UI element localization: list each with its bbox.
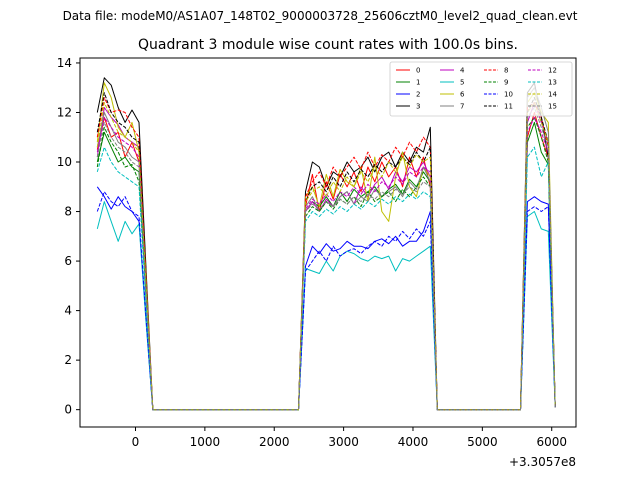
legend-label-5: 5 [460,79,464,87]
x-tick-label: 1000 [190,435,221,449]
series-line-11 [96,92,556,411]
legend-label-7: 7 [460,103,464,111]
legend-label-14: 14 [548,91,557,99]
y-tick-label: 8 [64,205,72,219]
plot-frame [79,57,577,428]
y-tick-label: 6 [64,254,72,268]
legend-label-2: 2 [416,91,420,99]
y-tick-label: 4 [64,304,72,318]
y-tick-label: 12 [57,105,72,119]
legend-label-10: 10 [504,91,513,99]
x-tick-label: 2000 [259,435,290,449]
figure-suptitle: Data file: modeM0/AS1A07_148T02_90000037… [63,9,578,23]
x-offset-label: +3.3057e8 [509,455,576,469]
legend-label-8: 8 [504,67,508,75]
y-tick-label: 0 [64,403,72,417]
legend-label-1: 1 [416,79,420,87]
x-tick-label: 5000 [467,435,498,449]
legend-label-6: 6 [460,91,465,99]
x-tick-label: 4000 [398,435,429,449]
series-layer [96,77,556,411]
legend-label-9: 9 [504,79,508,87]
legend-label-12: 12 [548,67,557,75]
legend-box [389,61,573,117]
y-tick-label: 2 [64,353,72,367]
y-tick-label: 10 [57,155,72,169]
legend-label-11: 11 [504,103,513,111]
legend-label-4: 4 [460,67,465,75]
series-line-15 [96,107,556,411]
legend-label-3: 3 [416,103,420,111]
chart-title: Quadrant 3 module wise count rates with … [138,37,518,53]
x-tick-label: 6000 [536,435,567,449]
legend-label-0: 0 [416,67,420,75]
legend-label-13: 13 [548,79,557,87]
legend-label-15: 15 [548,103,557,111]
x-tick-label: 0 [132,435,140,449]
y-tick-label: 14 [57,56,72,70]
x-tick-label: 3000 [328,435,359,449]
series-line-12 [96,116,556,411]
